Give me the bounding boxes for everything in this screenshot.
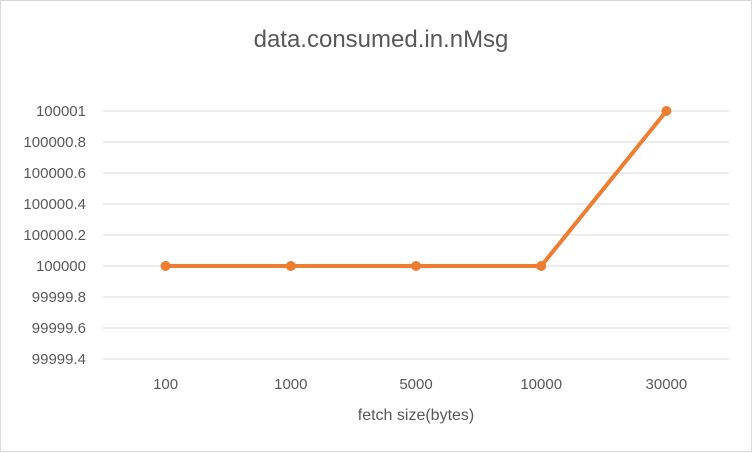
- y-tick-label: 100001: [36, 103, 86, 120]
- data-point: [661, 106, 672, 116]
- data-point: [160, 261, 171, 271]
- x-axis-label: fetch size(bytes): [358, 407, 474, 424]
- y-tick-label: 100000.4: [23, 196, 86, 213]
- x-tick-label: 30000: [646, 376, 688, 393]
- x-tick-label: 5000: [399, 376, 432, 393]
- x-tick-label: 100: [153, 376, 178, 393]
- data-point: [536, 261, 547, 271]
- y-tick-label: 100000.8: [23, 134, 86, 151]
- y-tick-label: 100000.2: [23, 227, 86, 244]
- y-tick-label: 99999.4: [32, 351, 86, 368]
- x-tick-label: 1000: [274, 376, 307, 393]
- y-tick-label: 99999.8: [32, 289, 86, 306]
- data-points: [160, 106, 672, 271]
- y-tick-label: 100000: [36, 258, 86, 275]
- y-tick-label: 100000.6: [23, 165, 86, 182]
- series-line: [165, 109, 668, 268]
- x-tick-label: 10000: [520, 376, 562, 393]
- data-point: [411, 261, 421, 271]
- chart-title: data.consumed.in.nMsg: [254, 26, 509, 53]
- x-axis-ticks: 100 1000 5000 10000 30000: [153, 376, 687, 393]
- data-point: [285, 261, 296, 271]
- y-axis-ticks: 99999.4 99999.6 99999.8 100000 100000.2 10000…: [23, 103, 86, 368]
- y-tick-label: 99999.6: [32, 320, 86, 337]
